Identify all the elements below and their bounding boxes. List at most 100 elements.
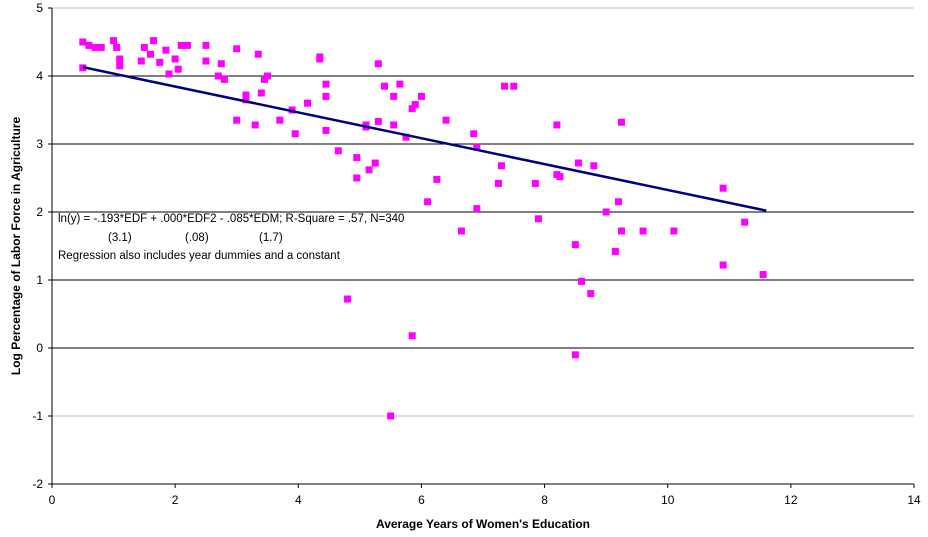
data-point (614, 198, 622, 206)
data-point (510, 82, 518, 90)
data-point (719, 261, 727, 269)
data-point (473, 205, 481, 213)
data-point (618, 227, 626, 235)
data-point (110, 37, 118, 45)
data-point (260, 75, 268, 83)
y-tick-label-5: 3 (36, 137, 43, 151)
data-point (571, 351, 579, 359)
data-point (402, 133, 410, 141)
y-tick-label-6: 4 (36, 69, 43, 83)
data-point (165, 70, 173, 78)
data-point (534, 215, 542, 223)
data-point (353, 154, 361, 162)
data-point (374, 118, 382, 126)
x-tick-label-1: 2 (172, 493, 179, 507)
y-tick-label-0: -2 (32, 477, 43, 491)
data-point (322, 126, 330, 134)
data-point (177, 41, 185, 49)
x-tick-label-5: 10 (661, 493, 675, 507)
y-tick-label-1: -1 (32, 409, 43, 423)
data-point (150, 37, 158, 45)
data-point (578, 277, 586, 285)
data-point (291, 130, 299, 138)
data-point (353, 174, 361, 182)
data-point (147, 50, 155, 58)
x-axis-title: Average Years of Women's Education (376, 517, 590, 531)
data-point (156, 58, 164, 66)
y-axis-title: Log Percentage of Labor Force in Agricul… (9, 117, 23, 376)
data-point (374, 60, 382, 68)
annotation-se-3: (1.7) (259, 232, 283, 244)
data-point (97, 43, 105, 51)
data-point (494, 179, 502, 187)
x-tick-label-0: 0 (49, 493, 56, 507)
data-point (741, 218, 749, 226)
data-point (571, 241, 579, 249)
data-point (217, 60, 225, 68)
data-point (390, 121, 398, 129)
data-point (242, 91, 250, 99)
data-point (85, 41, 93, 49)
data-point (396, 80, 404, 88)
data-point (316, 55, 324, 63)
annotation-se-2: (.08) (185, 232, 209, 244)
data-point (424, 198, 432, 206)
data-point (220, 75, 228, 83)
data-point (380, 82, 388, 90)
data-point (174, 65, 182, 73)
annotation-equation: ln(y) = -.193*EDF + .000*EDF2 - .085*EDM… (58, 213, 404, 225)
plot-area-background (52, 8, 914, 484)
y-tick-label-2: 0 (36, 341, 43, 355)
data-point (171, 55, 179, 63)
data-point (501, 82, 509, 90)
data-point (162, 46, 170, 54)
x-tick-label-4: 8 (541, 493, 548, 507)
data-point (233, 45, 241, 53)
data-point (365, 166, 373, 174)
data-point (470, 130, 478, 138)
data-point (116, 62, 124, 70)
data-point (344, 295, 352, 303)
data-point (242, 96, 250, 104)
data-point (334, 147, 342, 155)
data-point (387, 412, 395, 420)
x-tick-label-2: 4 (295, 493, 302, 507)
regression-line (82, 65, 767, 212)
data-point (408, 105, 416, 113)
data-point (137, 57, 145, 65)
data-point (202, 41, 210, 49)
y-tick-label-4: 2 (36, 205, 43, 219)
x-tick-label-7: 14 (907, 493, 921, 507)
data-point (214, 72, 222, 80)
data-point (322, 80, 330, 88)
data-point (759, 271, 767, 279)
data-point (602, 208, 610, 216)
annotation-note: Regression also includes year dummies an… (58, 250, 341, 262)
data-point (79, 38, 87, 46)
data-point (183, 41, 191, 49)
data-point (116, 55, 124, 63)
grid-lines (52, 7, 914, 417)
data-point (618, 118, 626, 126)
data-point (408, 332, 416, 340)
x-tick-label-6: 12 (784, 493, 798, 507)
data-point (251, 121, 259, 129)
data-point (202, 57, 210, 65)
y-tick-label-3: 1 (36, 273, 43, 287)
data-point (371, 159, 379, 167)
annotation-se-1: (3.1) (108, 232, 132, 244)
data-point (433, 175, 441, 183)
data-point (719, 184, 727, 192)
data-point (574, 159, 582, 167)
data-point (411, 101, 419, 109)
data-point (590, 162, 598, 170)
data-point (257, 89, 265, 97)
data-point (233, 116, 241, 124)
data-point (322, 92, 330, 100)
data-point (531, 179, 539, 187)
data-point (91, 43, 99, 51)
data-point (254, 50, 262, 58)
data-point (497, 162, 505, 170)
